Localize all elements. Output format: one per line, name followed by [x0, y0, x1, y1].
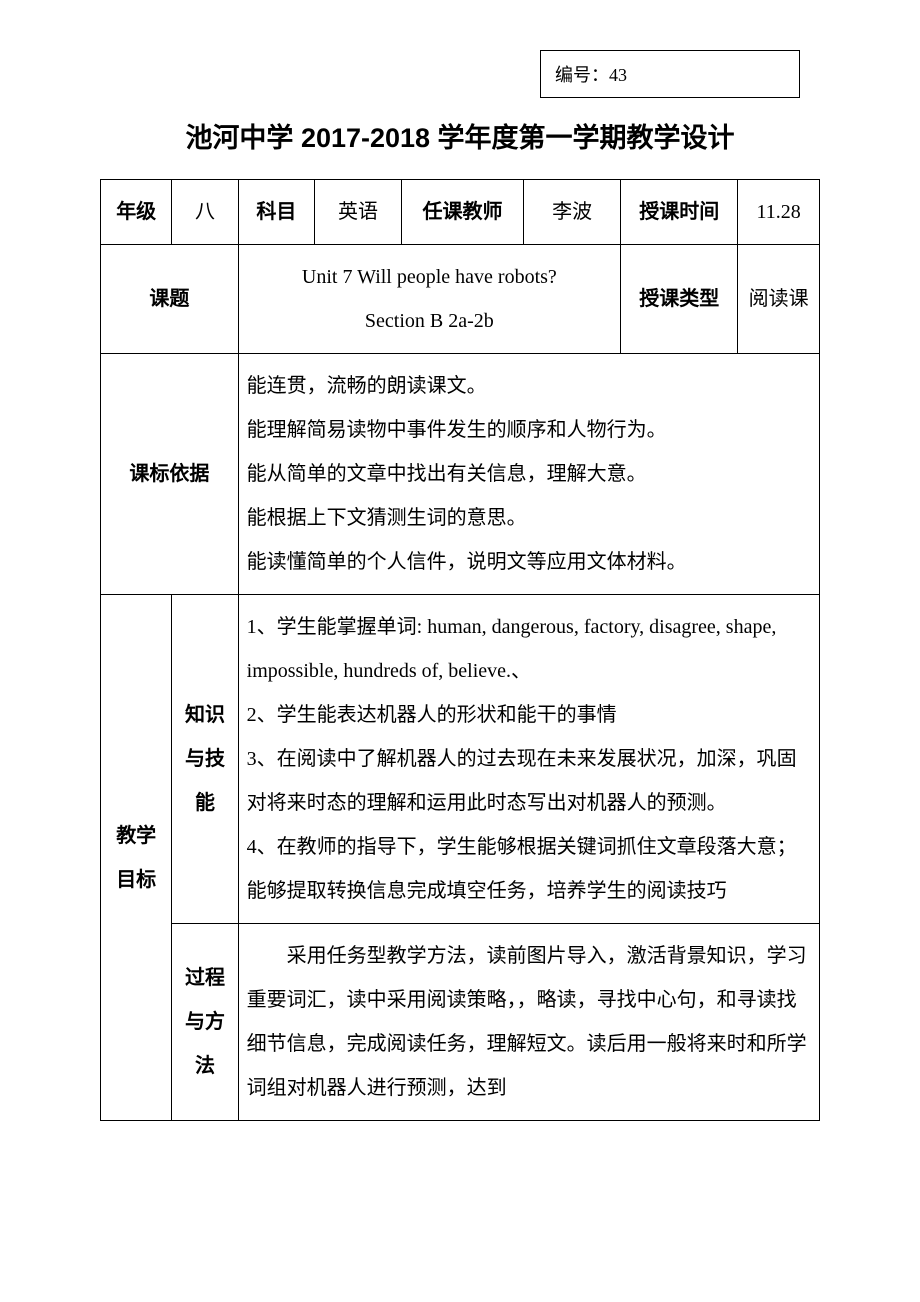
table-row: 课标依据 能连贯，流畅的朗读课文。 能理解简易读物中事件发生的顺序和人物行为。 … [101, 354, 820, 595]
standards-line5: 能读懂简单的个人信件，说明文等应用文体材料。 [247, 540, 811, 584]
doc-number: 编号：43 [555, 65, 627, 85]
subject-value: 英语 [315, 180, 402, 245]
process-label: 过程与方法 [172, 924, 238, 1121]
standards-label: 课标依据 [101, 354, 239, 595]
subject-label: 科目 [238, 180, 314, 245]
time-value: 11.28 [738, 180, 820, 245]
table-row: 课题 Unit 7 Will people have robots? Secti… [101, 245, 820, 354]
topic-label: 课题 [101, 245, 239, 354]
grade-label: 年级 [101, 180, 172, 245]
class-type-value: 阅读课 [738, 245, 820, 354]
table-row: 过程与方法 采用任务型教学方法，读前图片导入，激活背景知识，学习重要词汇，读中采… [101, 924, 820, 1121]
teacher-label: 任课教师 [401, 180, 523, 245]
topic-value: Unit 7 Will people have robots? Section … [238, 245, 620, 354]
time-label: 授课时间 [621, 180, 738, 245]
standards-line1: 能连贯，流畅的朗读课文。 [247, 364, 811, 408]
process-text: 采用任务型教学方法，读前图片导入，激活背景知识，学习重要词汇，读中采用阅读策略，… [247, 934, 811, 1110]
topic-line2: Section B 2a-2b [247, 299, 612, 343]
knowledge-label: 知识与技能 [172, 595, 238, 924]
page-title: 池河中学 2017-2018 学年度第一学期教学设计 [100, 116, 820, 155]
goals-label: 教学目标 [101, 595, 172, 1121]
table-row: 年级 八 科目 英语 任课教师 李波 授课时间 11.28 [101, 180, 820, 245]
table-row: 教学目标 知识与技能 1、学生能掌握单词: human, dangerous, … [101, 595, 820, 924]
lesson-plan-table: 年级 八 科目 英语 任课教师 李波 授课时间 11.28 课题 Unit 7 … [100, 179, 820, 1121]
standards-content: 能连贯，流畅的朗读课文。 能理解简易读物中事件发生的顺序和人物行为。 能从简单的… [238, 354, 819, 595]
knowledge-text: 1、学生能掌握单词: human, dangerous, factory, di… [247, 605, 811, 913]
process-content: 采用任务型教学方法，读前图片导入，激活背景知识，学习重要词汇，读中采用阅读策略，… [238, 924, 819, 1121]
teacher-value: 李波 [524, 180, 621, 245]
class-type-label: 授课类型 [621, 245, 738, 354]
doc-number-box: 编号：43 [540, 50, 800, 98]
topic-line1: Unit 7 Will people have robots? [247, 255, 612, 299]
standards-line4: 能根据上下文猜测生词的意思。 [247, 496, 811, 540]
standards-line2: 能理解简易读物中事件发生的顺序和人物行为。 [247, 408, 811, 452]
knowledge-content: 1、学生能掌握单词: human, dangerous, factory, di… [238, 595, 819, 924]
standards-line3: 能从简单的文章中找出有关信息，理解大意。 [247, 452, 811, 496]
grade-value: 八 [172, 180, 238, 245]
